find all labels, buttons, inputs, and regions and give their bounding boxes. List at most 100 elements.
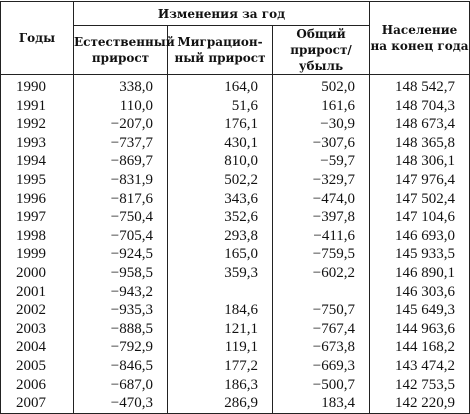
value-cell: 359,3 [167, 263, 273, 283]
header-cell: Изменения за год [72, 1, 371, 26]
value-cell: 142 753,5 [369, 375, 470, 395]
value-cell: −411,6 [271, 226, 371, 246]
header-cell: Общий прирост/убыль [271, 25, 371, 75]
year-cell: 2000 [0, 263, 74, 283]
value-cell: −705,4 [73, 226, 168, 246]
value-cell: −307,6 [271, 133, 371, 153]
value-cell: −687,0 [73, 375, 168, 395]
value-cell: 146 303,6 [369, 282, 470, 302]
value-cell: 184,6 [167, 301, 273, 320]
value-cell: 142 220,9 [369, 394, 470, 414]
value-cell: −500,7 [271, 375, 371, 395]
header-cell: Население на конец года [369, 1, 470, 75]
table-row: 1997 −750,4 352,6 −397,8 147 104,6 [0, 208, 470, 227]
header-line: Общий [296, 27, 346, 41]
value-cell: −673,8 [271, 338, 371, 357]
value-cell: −888,5 [73, 319, 168, 339]
value-cell: 177,2 [167, 356, 273, 376]
year-cell: 1999 [0, 245, 74, 264]
value-cell: 121,1 [167, 319, 273, 339]
value-cell [167, 282, 273, 302]
value-cell: −750,7 [271, 301, 371, 320]
table-row: 2007 −470,3 286,9 183,4 142 220,9 [0, 394, 470, 414]
header-line: прирост [91, 51, 150, 65]
value-cell: 147 502,4 [369, 189, 470, 209]
value-cell: −669,3 [271, 356, 371, 376]
table-row: 1992 −207,0 176,1 −30,9 148 673,4 [0, 115, 470, 134]
value-cell: 145 649,3 [369, 301, 470, 320]
year-cell: 2003 [0, 319, 74, 339]
table-row: 2002 −935,3 184,6 −750,7 145 649,3 [0, 301, 470, 320]
value-cell: −767,4 [271, 319, 371, 339]
value-cell: 810,0 [167, 152, 273, 171]
value-cell: 186,3 [167, 375, 273, 395]
value-cell: 161,6 [271, 96, 371, 116]
value-cell [271, 282, 371, 302]
value-cell: 143 474,2 [369, 356, 470, 376]
value-cell: 286,9 [167, 394, 273, 414]
table-row: 1994 −869,7 810,0 −59,7 148 306,1 [0, 152, 470, 171]
value-cell: −397,8 [271, 208, 371, 227]
value-cell: 176,1 [167, 115, 273, 134]
value-cell: 183,4 [271, 394, 371, 414]
value-cell: −817,6 [73, 189, 168, 209]
value-cell: 146 890,1 [369, 263, 470, 283]
value-cell: 430,1 [167, 133, 273, 153]
year-cell: 1992 [0, 115, 74, 134]
header-line: Население [381, 23, 458, 37]
value-cell: −759,5 [271, 245, 371, 264]
header-line: прирост/убыль [290, 43, 352, 73]
value-cell: −59,7 [271, 152, 371, 171]
value-cell: 502,2 [167, 170, 273, 190]
year-cell: 2006 [0, 375, 74, 395]
table-row: 1999 −924,5 165,0 −759,5 145 933,5 [0, 245, 470, 264]
value-cell: −943,2 [73, 282, 168, 302]
year-cell: 2007 [0, 394, 74, 414]
table-row: 2004 −792,9 119,1 −673,8 144 168,2 [0, 338, 470, 357]
value-cell: −737,7 [73, 133, 168, 153]
year-cell: 1998 [0, 226, 74, 246]
header-line: Естественный [74, 35, 175, 49]
table-row: 2005 −846,5 177,2 −669,3 143 474,2 [0, 356, 470, 376]
value-cell: −869,7 [73, 152, 168, 171]
value-cell: 146 693,0 [369, 226, 470, 246]
table-row: 2000 −958,5 359,3 −602,2 146 890,1 [0, 263, 470, 283]
year-cell: 2002 [0, 301, 74, 320]
table-row: 1990 338,0 164,0 502,0 148 542,7 [0, 74, 470, 97]
table-row: 1991 110,0 51,6 161,6 148 704,3 [0, 96, 470, 116]
value-cell: −924,5 [73, 245, 168, 264]
value-cell: 352,6 [167, 208, 273, 227]
value-cell: −470,3 [73, 394, 168, 414]
value-cell: 148 704,3 [369, 96, 470, 116]
value-cell: −474,0 [271, 189, 371, 209]
header-cell: Миграцион- ный прирост [167, 25, 273, 75]
value-cell: 144 168,2 [369, 338, 470, 357]
value-cell: −750,4 [73, 208, 168, 227]
value-cell: −30,9 [271, 115, 371, 134]
header-cell: Естественный прирост [73, 25, 175, 75]
table-row: 2001 −943,2 146 303,6 [0, 282, 470, 302]
value-cell: −958,5 [73, 263, 168, 283]
value-cell: 148 673,4 [369, 115, 470, 134]
header-line: Миграцион- [177, 35, 263, 49]
year-cell: 1995 [0, 170, 74, 190]
value-cell: 147 104,6 [369, 208, 470, 227]
value-cell: 148 306,1 [369, 152, 470, 171]
value-cell: −846,5 [73, 356, 168, 376]
value-cell: 165,0 [167, 245, 273, 264]
value-cell: −935,3 [73, 301, 168, 320]
table-row: 1993 −737,7 430,1 −307,6 148 365,8 [0, 133, 470, 153]
value-cell: −207,0 [73, 115, 168, 134]
table-body: 1990 338,0 164,0 502,0 148 542,7 1991 110,0 51,… [0, 74, 470, 414]
table-row: 1995 −831,9 502,2 −329,7 147 976,4 [0, 170, 470, 190]
year-cell: 2004 [0, 338, 74, 357]
value-cell: 147 976,4 [369, 170, 470, 190]
header-line: на конец года [370, 39, 469, 53]
value-cell: 110,0 [73, 96, 168, 116]
value-cell: 164,0 [167, 74, 273, 97]
value-cell: 144 963,6 [369, 319, 470, 339]
value-cell: 145 933,5 [369, 245, 470, 264]
year-cell: 2001 [0, 282, 74, 302]
